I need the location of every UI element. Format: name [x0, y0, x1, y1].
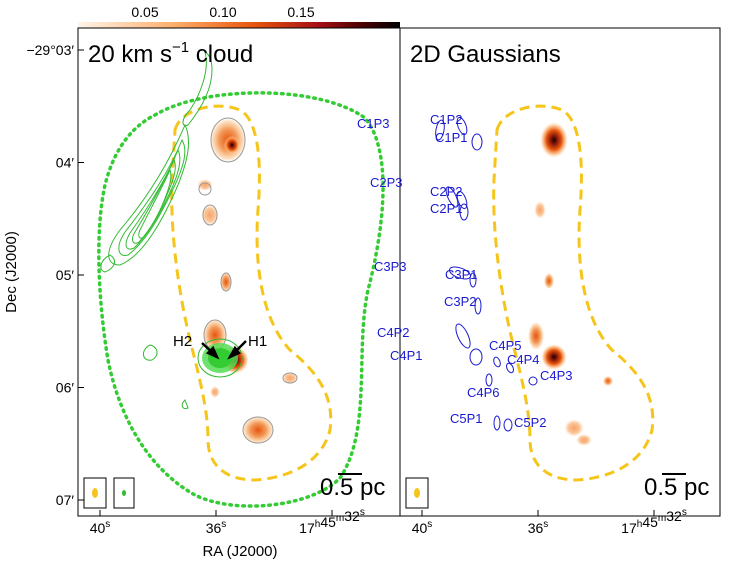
source-label-c4p3: C4P3: [540, 368, 573, 383]
x-axis-left: 40s 36s 17h45m32s: [90, 507, 365, 536]
annotation-h2: H2: [173, 333, 192, 350]
source-label-c2p2: C2P2: [430, 184, 463, 199]
panel-left-title-exp: −1: [172, 39, 189, 56]
scalebar-label-right: 0.5 pc: [644, 474, 709, 501]
source-ellipse-c2p2: [456, 190, 468, 210]
panel-left: H2 H1 20 km s−1 cloud 0.5 pc −29°03′ 04′ 0…: [3, 27, 401, 536]
x-axis-right: 40s 36s 17h45m32s: [412, 507, 687, 536]
colorbar-tick-label: 0.10: [209, 4, 236, 20]
source-ellipse-c4p3: [528, 376, 538, 386]
panel-left-title-main: 20 km s: [88, 41, 172, 68]
source-ellipse-c4p4: [506, 362, 514, 374]
source-ellipse-c1p2: [456, 116, 468, 136]
green-contours-cloud: [100, 51, 213, 409]
beam-box: [405, 477, 429, 509]
panel-left-frame: [77, 27, 401, 517]
source-ellipse-c2p3: [445, 186, 459, 208]
panel-right-title: 2D Gaussians: [410, 41, 561, 68]
annotation-h1: H1: [248, 333, 267, 350]
source-label-c2p1: C2P1: [430, 201, 463, 216]
gaussian-sources: C1P3 C1P2 C1P1 C2P3 C2P2 C2P1 C3P3 C3P1 C3P2 C4P2…: [357, 112, 573, 432]
x-axis-label: RA (J2000): [202, 543, 277, 560]
source-label-c3p1: C3P1: [445, 267, 478, 282]
yellow-dashed-region-right: [492, 104, 655, 482]
x-tick-label: 17h45m32s: [299, 507, 365, 536]
source-label-c4p5: C4P5: [489, 338, 522, 353]
beam-ellipse: [122, 490, 126, 496]
x-tick-label: 36s: [528, 519, 549, 536]
y-axis-label: Dec (J2000): [3, 231, 20, 313]
x-tick-label: 17h45m32s: [621, 507, 687, 536]
y-tick-label: −29°03′: [26, 42, 74, 58]
source-ellipse-c2p1: [459, 203, 469, 221]
source-ellipse-c3p1: [469, 272, 477, 288]
source-ellipse-c4p6: [485, 373, 493, 387]
source-ellipse-c4p5: [493, 356, 501, 368]
colorbar-tick-label: 0.15: [287, 4, 314, 20]
panel-left-title: 20 km s−1 cloud: [88, 39, 253, 68]
source-ellipse-c1p1: [471, 133, 483, 151]
emission-blobs-right: [528, 122, 613, 446]
scalebar-label-left: 0.5 pc: [320, 474, 385, 501]
source-ellipse-c4p2: [455, 323, 471, 349]
green-dotted-region: [97, 91, 385, 508]
arrows: [201, 340, 247, 360]
source-label-c1p1: C1P1: [435, 130, 468, 145]
source-ellipse-c5p1: [493, 415, 501, 431]
colorbar-gradient: [78, 22, 400, 28]
source-label-c2p3: C2P3: [370, 175, 403, 190]
source-label-c5p2: C5P2: [514, 415, 547, 430]
beam-ellipse: [92, 488, 98, 498]
panel-left-title-end: cloud: [189, 41, 253, 68]
source-ellipse-c5p2: [503, 418, 513, 432]
y-tick-label: 05′: [56, 267, 75, 283]
source-ellipse-c4p1: [469, 348, 483, 366]
beam-box: [83, 477, 107, 509]
source-label-c5p1: C5P1: [450, 411, 483, 426]
source-label-c1p2: C1P2: [430, 112, 463, 127]
source-label-c4p4: C4P4: [507, 352, 540, 367]
y-tick-label: 06′: [56, 380, 75, 396]
source-ellipse-c3p2: [474, 297, 482, 315]
beam-ellipse: [414, 488, 420, 498]
x-tick-label: 40s: [90, 519, 111, 536]
source-label-c4p1: C4P1: [390, 348, 423, 363]
panel-right: C1P3 C1P2 C1P1 C2P3 C2P2 C2P1 C3P3 C3P1 C3P2 C4P2…: [357, 27, 721, 536]
source-label-c4p2: C4P2: [377, 325, 410, 340]
x-tick-label: 36s: [206, 519, 227, 536]
source-ellipse-c1p3: [435, 119, 445, 141]
x-tick-label: 40s: [412, 519, 433, 536]
y-axis: −29°03′ 04′ 05′ 06′ 07′ Dec (J2000): [3, 42, 84, 508]
source-label-c3p2: C3P2: [444, 294, 477, 309]
source-label-c1p3: C1P3: [357, 116, 390, 131]
grey-contours-left: [198, 117, 298, 444]
source-label-c4p6: C4P6: [467, 385, 500, 400]
y-tick-label: 07′: [56, 492, 75, 508]
y-tick-label: 04′: [56, 155, 75, 171]
source-label-c3p3: C3P3: [374, 259, 407, 274]
colorbar-tick-label: 0.05: [131, 4, 158, 20]
beam-box: [113, 477, 135, 509]
yellow-dashed-region-left: [170, 104, 333, 482]
colorbar: 0.05 0.10 0.15: [78, 4, 400, 28]
